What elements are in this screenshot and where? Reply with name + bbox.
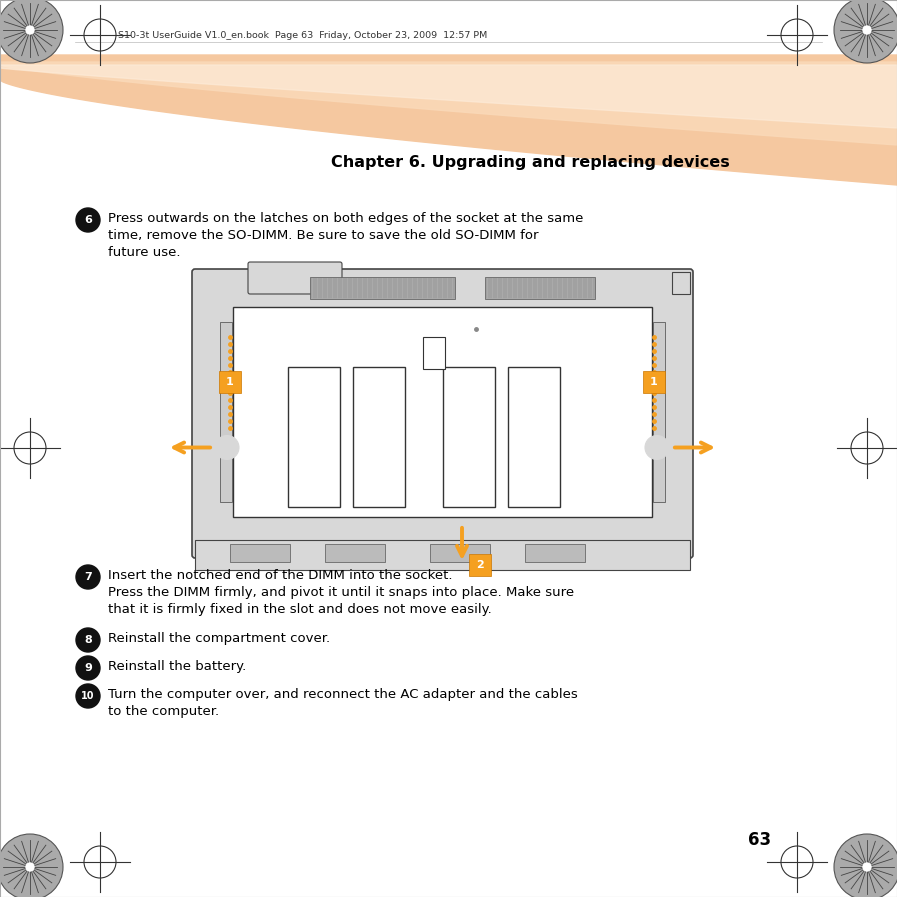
Text: to the computer.: to the computer. xyxy=(108,705,219,718)
Circle shape xyxy=(0,834,63,897)
Bar xyxy=(469,554,491,576)
Text: Reinstall the battery.: Reinstall the battery. xyxy=(108,660,247,673)
Text: future use.: future use. xyxy=(108,246,180,259)
Bar xyxy=(508,367,560,507)
Text: 1: 1 xyxy=(650,377,658,387)
Text: 8: 8 xyxy=(84,635,91,645)
Bar xyxy=(325,544,385,562)
Text: S10-3t UserGuide V1.0_en.book  Page 63  Friday, October 23, 2009  12:57 PM: S10-3t UserGuide V1.0_en.book Page 63 Fr… xyxy=(118,31,487,40)
Text: Reinstall the compartment cover.: Reinstall the compartment cover. xyxy=(108,632,330,645)
Text: 10: 10 xyxy=(82,691,95,701)
Bar xyxy=(288,367,340,507)
Bar xyxy=(672,272,690,294)
Polygon shape xyxy=(0,0,897,55)
Polygon shape xyxy=(0,65,897,128)
Text: 6: 6 xyxy=(84,215,91,225)
Circle shape xyxy=(863,26,871,34)
Text: Press outwards on the latches on both edges of the socket at the same: Press outwards on the latches on both ed… xyxy=(108,212,583,225)
Bar xyxy=(653,322,665,502)
Circle shape xyxy=(645,436,669,459)
Text: 1: 1 xyxy=(226,377,234,387)
Bar xyxy=(219,371,241,393)
Circle shape xyxy=(834,0,897,63)
Bar xyxy=(220,322,232,502)
Circle shape xyxy=(76,565,100,589)
Circle shape xyxy=(617,324,627,334)
FancyBboxPatch shape xyxy=(192,269,693,558)
Bar xyxy=(643,371,665,393)
Bar xyxy=(423,337,445,369)
Text: 2: 2 xyxy=(476,560,483,570)
Bar xyxy=(443,367,495,507)
Bar xyxy=(485,277,595,299)
Circle shape xyxy=(76,684,100,708)
Polygon shape xyxy=(0,55,897,185)
Text: 9: 9 xyxy=(84,663,91,673)
Circle shape xyxy=(76,656,100,680)
Text: 63: 63 xyxy=(748,831,771,849)
Text: Turn the computer over, and reconnect the AC adapter and the cables: Turn the computer over, and reconnect th… xyxy=(108,688,578,701)
Text: time, remove the SO-DIMM. Be sure to save the old SO-DIMM for: time, remove the SO-DIMM. Be sure to sav… xyxy=(108,229,538,242)
Bar xyxy=(195,540,690,570)
Bar xyxy=(353,367,405,507)
Text: Insert the notched end of the DIMM into the socket.: Insert the notched end of the DIMM into … xyxy=(108,569,452,582)
Circle shape xyxy=(26,863,34,871)
Circle shape xyxy=(26,26,34,34)
Circle shape xyxy=(76,628,100,652)
Bar xyxy=(525,544,585,562)
Circle shape xyxy=(834,834,897,897)
Bar xyxy=(430,544,490,562)
Bar xyxy=(310,277,455,299)
FancyBboxPatch shape xyxy=(248,262,342,294)
Circle shape xyxy=(215,436,239,459)
Polygon shape xyxy=(0,62,897,145)
Bar xyxy=(233,307,652,517)
Circle shape xyxy=(258,324,268,334)
Text: 7: 7 xyxy=(84,572,91,582)
Circle shape xyxy=(0,0,63,63)
Circle shape xyxy=(76,208,100,232)
Text: Press the DIMM firmly, and pivot it until it snaps into place. Make sure: Press the DIMM firmly, and pivot it unti… xyxy=(108,586,574,599)
Text: that it is firmly fixed in the slot and does not move easily.: that it is firmly fixed in the slot and … xyxy=(108,603,492,616)
Circle shape xyxy=(863,863,871,871)
Bar xyxy=(230,544,290,562)
Text: Chapter 6. Upgrading and replacing devices: Chapter 6. Upgrading and replacing devic… xyxy=(331,155,729,170)
